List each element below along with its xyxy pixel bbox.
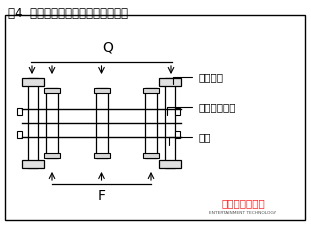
Text: Q: Q: [103, 40, 114, 54]
Bar: [94, 153, 109, 158]
Bar: [143, 153, 159, 158]
Bar: [175, 108, 180, 115]
Text: 侧板: 侧板: [169, 132, 211, 145]
Bar: [22, 160, 44, 168]
Bar: [5, 15, 305, 220]
Bar: [22, 78, 44, 86]
Bar: [175, 131, 180, 138]
Bar: [159, 160, 181, 168]
Text: 标准滚子链轴: 标准滚子链轴: [167, 102, 235, 115]
Text: 中国演艺科技网: 中国演艺科技网: [221, 198, 265, 208]
Text: 滚子链节: 滚子链节: [173, 72, 223, 84]
Bar: [17, 131, 22, 138]
Bar: [28, 78, 38, 168]
Bar: [159, 78, 181, 86]
Bar: [44, 88, 60, 93]
Text: F: F: [98, 189, 105, 203]
Bar: [165, 78, 175, 168]
Bar: [145, 88, 157, 158]
Bar: [17, 108, 22, 115]
Text: 图4  柔性柱链节组件载荷传递示意图: 图4 柔性柱链节组件载荷传递示意图: [8, 7, 128, 20]
Text: ENTERTAINMENT TECHNOLOGY: ENTERTAINMENT TECHNOLOGY: [209, 211, 276, 215]
Bar: [143, 88, 159, 93]
Bar: [94, 88, 109, 93]
Bar: [95, 88, 108, 158]
Bar: [46, 88, 58, 158]
Bar: [44, 153, 60, 158]
